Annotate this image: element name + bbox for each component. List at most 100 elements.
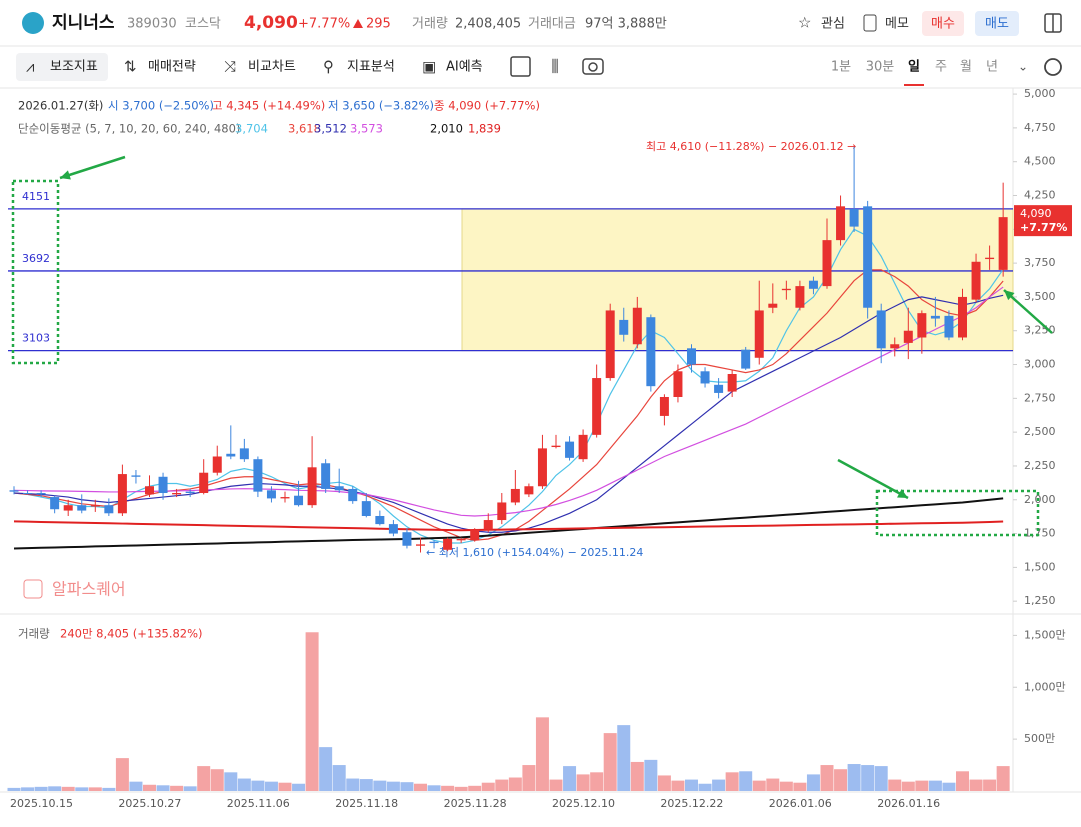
- button[interactable]: 관심: [821, 17, 845, 32]
- volume-bar: [319, 747, 333, 791]
- period[interactable]: 월: [960, 60, 972, 75]
- candle-body: [253, 459, 263, 492]
- camera-lens: [588, 62, 598, 72]
- volume-bar: [874, 766, 888, 791]
- volume-bar: [522, 765, 536, 791]
- volume-bar: [766, 778, 780, 791]
- x-tick-label: 2025.12.22: [660, 797, 723, 810]
- volume-title: 거래량: [18, 627, 50, 641]
- candle-body: [754, 310, 764, 358]
- volume-bar: [685, 779, 698, 791]
- volume-bar: [847, 764, 861, 791]
- candle-body: [36, 493, 46, 495]
- candle-body: [659, 396, 669, 416]
- ma-legend-label: 단순이동평균 (5, 7, 10, 20, 60, 240, 480): [18, 122, 240, 136]
- y-tick-label: 5,000: [1024, 87, 1056, 100]
- volume-bar: [630, 761, 644, 791]
- box-icon[interactable]: [510, 56, 531, 77]
- settings-icon[interactable]: [1044, 58, 1062, 76]
- candle-body: [768, 303, 778, 308]
- y-tick-label: 1,500: [1024, 560, 1056, 573]
- candle-body: [890, 344, 900, 349]
- candle-body: [90, 505, 100, 507]
- candle-body: [700, 371, 710, 384]
- candle-body: [77, 505, 87, 511]
- candle-body: [63, 505, 73, 511]
- price: 4,090: [244, 13, 298, 33]
- level-label: 4151: [22, 190, 50, 203]
- info-low: 저 3,650 (−3.82%): [328, 99, 434, 113]
- dropdown[interactable]: ⌄: [1018, 60, 1028, 74]
- candle-body: [537, 448, 547, 487]
- volume-bar: [888, 779, 902, 791]
- volume-bar: [48, 786, 62, 791]
- volume-bar: [779, 781, 793, 791]
- tool-icon: ⚲: [323, 58, 334, 76]
- button[interactable]: 메모: [885, 17, 909, 32]
- candle-body: [158, 476, 168, 494]
- candle-body: [145, 486, 154, 495]
- ma-line: [13, 228, 1004, 544]
- volume-bar: [156, 785, 170, 791]
- x-tick-label: 2026.01.06: [769, 797, 832, 810]
- button[interactable]: 매수: [931, 17, 955, 32]
- period[interactable]: 년: [986, 60, 998, 75]
- y-tick-label: 3,750: [1024, 256, 1056, 269]
- tool[interactable]: 보조지표: [50, 60, 98, 75]
- candle-body: [388, 524, 398, 534]
- volume-subtitle: 240만 8,405 (+135.82%): [60, 627, 203, 641]
- volume-bar: [237, 778, 251, 791]
- period[interactable]: 30분: [866, 60, 895, 75]
- buy-button[interactable]: [922, 11, 964, 36]
- volume-bar: [251, 780, 265, 791]
- volume-bar: [7, 787, 21, 791]
- volume-bar: [549, 779, 563, 791]
- tool[interactable]: AI예측: [446, 60, 483, 75]
- info-open: 시 3,700 (−2.50%): [108, 99, 214, 113]
- candle-body: [944, 315, 954, 338]
- memo-icon[interactable]: [863, 14, 877, 32]
- volume-bar: [183, 786, 197, 791]
- camera-icon[interactable]: [582, 58, 604, 75]
- volume-bar: [278, 782, 292, 791]
- period[interactable]: 1분: [831, 60, 851, 75]
- volume-bar: [115, 758, 129, 791]
- period[interactable]: 주: [935, 60, 947, 75]
- volume-bar: [508, 777, 522, 791]
- candle-body: [714, 384, 724, 393]
- candle-body: [443, 538, 453, 550]
- candle-body: [998, 217, 1008, 270]
- candle-body: [361, 501, 371, 516]
- candle-body: [266, 490, 276, 499]
- candle-body: [131, 475, 141, 477]
- volume-bar: [901, 781, 915, 791]
- volume-bar: [454, 786, 468, 791]
- y-tick-label: 1,250: [1024, 594, 1056, 607]
- volume-bar: [956, 771, 969, 791]
- button[interactable]: 매도: [985, 17, 1009, 32]
- x-tick-label: 2025.11.06: [227, 797, 290, 810]
- ma-line: [13, 269, 1004, 541]
- arrow-head: [1004, 290, 1015, 301]
- period[interactable]: 일: [908, 60, 920, 75]
- amount-label: 거래대금: [528, 17, 576, 32]
- tool-active[interactable]: [16, 53, 108, 81]
- star-icon[interactable]: ☆: [798, 14, 811, 32]
- stock-code: 389030: [127, 17, 177, 32]
- volume-bar: [481, 782, 495, 791]
- candle-body: [185, 491, 195, 494]
- volume-bar: [292, 783, 306, 791]
- candle-icon[interactable]: ⫼: [551, 57, 558, 76]
- arrow-head: [60, 170, 71, 180]
- tool[interactable]: 비교차트: [248, 60, 296, 75]
- tool[interactable]: 지표분석: [347, 60, 395, 75]
- candle-body: [117, 474, 127, 514]
- candle-body: [348, 488, 358, 502]
- volume-bar: [603, 733, 617, 791]
- candle-body: [687, 348, 696, 365]
- candle-body: [483, 520, 493, 530]
- tool[interactable]: 매매전략: [148, 60, 196, 75]
- volume-bar: [752, 780, 766, 791]
- sell-button[interactable]: [975, 11, 1019, 36]
- volume-bar: [400, 782, 414, 791]
